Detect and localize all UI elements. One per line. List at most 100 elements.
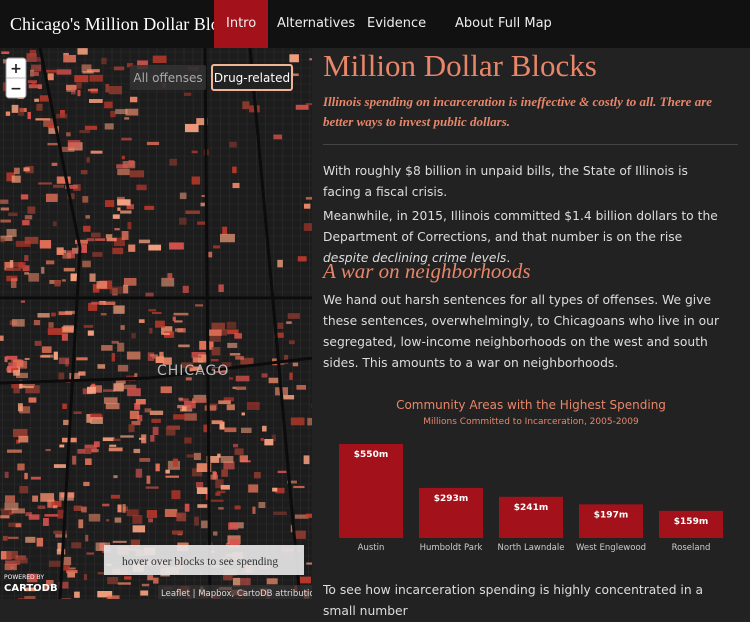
- map-block: [105, 200, 114, 207]
- map-block: [54, 352, 58, 360]
- map-block: [121, 138, 131, 141]
- map-block: [74, 592, 80, 598]
- nav-link[interactable]: Intro: [214, 0, 268, 48]
- map-block: [102, 504, 109, 507]
- map-block: [295, 531, 306, 539]
- map-block: [136, 399, 146, 404]
- map-block: [166, 426, 176, 435]
- map-block: [224, 427, 236, 432]
- map-block: [1, 51, 9, 54]
- map-block: [211, 359, 219, 362]
- map-block: [106, 238, 116, 242]
- map-block: [107, 595, 119, 599]
- map-block: [82, 71, 93, 73]
- map-block: [62, 404, 67, 409]
- map-block: [197, 504, 207, 508]
- map-block: [35, 341, 42, 346]
- map-block: [113, 541, 127, 543]
- map-block: [262, 373, 268, 377]
- map-block: [187, 454, 194, 457]
- map-block: [48, 322, 53, 328]
- map-block: [23, 167, 29, 171]
- divider: [323, 144, 738, 145]
- map-block: [144, 206, 154, 210]
- map-block: [84, 574, 87, 580]
- map-block: [63, 420, 69, 425]
- map-block: [117, 199, 131, 205]
- nav-link[interactable]: Evidence: [355, 0, 438, 48]
- map-block: [110, 286, 123, 293]
- map-block: [215, 492, 220, 495]
- map-block: [89, 99, 103, 103]
- map-block: [235, 356, 244, 360]
- map-block: [46, 260, 54, 264]
- filter-label: All offenses: [133, 71, 202, 85]
- map-block: [78, 519, 83, 528]
- map-block: [235, 448, 244, 454]
- map-block: [81, 507, 87, 513]
- map-block: [82, 261, 91, 268]
- map-block: [46, 194, 58, 202]
- map-block: [74, 411, 82, 414]
- map-block: [241, 428, 252, 433]
- map-block: [174, 313, 189, 316]
- map-block: [139, 319, 145, 323]
- map-block: [10, 260, 13, 267]
- map-block: [148, 518, 153, 522]
- zoom-button[interactable]: −: [10, 81, 22, 97]
- map-block: [307, 418, 312, 426]
- map-block: [153, 578, 158, 584]
- map-block: [66, 132, 71, 136]
- map-block: [306, 563, 312, 565]
- map-block: [59, 358, 69, 364]
- map-block: [116, 164, 128, 168]
- map-block: [34, 320, 40, 325]
- map-block: [113, 383, 123, 391]
- map-block: [228, 523, 238, 530]
- map-block: [150, 411, 163, 415]
- map-block: [152, 356, 156, 359]
- map-block: [185, 124, 199, 132]
- map-block: [306, 514, 312, 518]
- map-block: [113, 305, 124, 313]
- zoom-button[interactable]: +: [10, 61, 22, 77]
- cartodb-logo: CARTODB: [4, 583, 58, 594]
- map-block: [233, 444, 238, 447]
- map-block: [91, 302, 103, 305]
- map-block: [117, 504, 121, 512]
- map-block: [179, 218, 187, 225]
- map-block: [29, 514, 40, 519]
- map-block: [8, 213, 18, 216]
- paragraph: To see how incarceration spending is hig…: [323, 580, 728, 622]
- map-block: [5, 472, 9, 478]
- map-block: [101, 345, 112, 351]
- map-block: [229, 377, 233, 379]
- map-block: [24, 255, 28, 261]
- map-block: [34, 72, 39, 76]
- map-block: [85, 458, 92, 465]
- map-block: [103, 389, 115, 392]
- map-block: [304, 204, 310, 209]
- map-block: [124, 278, 137, 286]
- map-block: [128, 160, 134, 166]
- map-block: [112, 353, 115, 361]
- map-block: [165, 509, 177, 517]
- brand[interactable]: Chicago's Million Dollar Blocks: [10, 14, 244, 35]
- map-block: [221, 456, 234, 463]
- map-block: [41, 267, 44, 274]
- map-block: [152, 312, 162, 314]
- nav-link[interactable]: Full Map: [486, 0, 564, 48]
- paragraph: We hand out harsh sentences for all type…: [323, 290, 728, 374]
- title: Million Dollar Blocks: [323, 48, 597, 84]
- map-block: [194, 517, 199, 526]
- map-block: [155, 321, 165, 328]
- map-block: [127, 222, 131, 229]
- map-block: [130, 411, 139, 419]
- chart-title: Community Areas with the Highest Spendin…: [396, 398, 666, 412]
- map-block: [123, 285, 128, 294]
- map-block: [113, 214, 120, 218]
- map-block: [120, 435, 134, 437]
- map-block: [212, 471, 216, 480]
- nav-link[interactable]: Alternatives: [265, 0, 367, 48]
